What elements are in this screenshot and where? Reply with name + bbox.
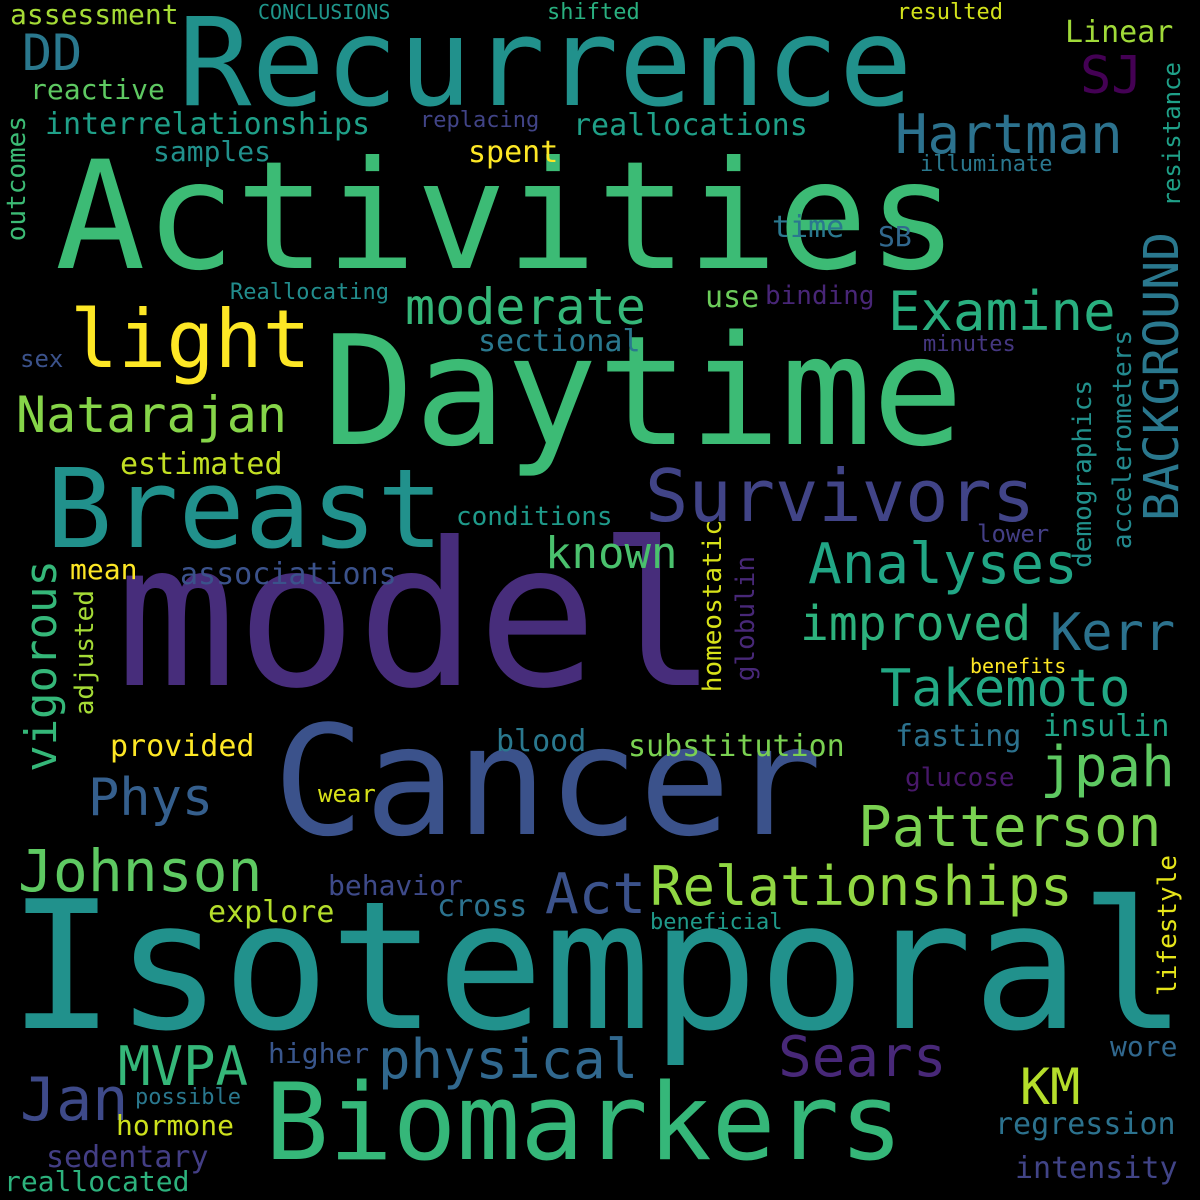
word-relationships: Relationships [650, 855, 1073, 918]
word-linear: Linear [1065, 15, 1174, 50]
word-resulted: resulted [897, 0, 1003, 25]
word-benefits: benefits [970, 654, 1067, 678]
word-associations: associations [180, 557, 397, 592]
word-fasting: fasting [895, 719, 1022, 754]
word-light: light [70, 293, 311, 386]
word-moderate: moderate [405, 278, 646, 336]
word-jan: Jan [20, 1065, 129, 1135]
word-model: model [116, 500, 719, 733]
word-sears: Sears [778, 1025, 947, 1090]
word-spent: spent [468, 135, 559, 170]
word-mean: mean [70, 553, 138, 586]
word-daytime: Daytime [323, 303, 964, 480]
word-patterson: Patterson [858, 795, 1162, 860]
word-illuminate: illuminate [920, 152, 1053, 177]
word-conclusions: CONCLUSIONS [258, 0, 391, 24]
word-reallocations: reallocations [573, 108, 808, 143]
word-conditions: conditions [456, 502, 613, 532]
word-mvpa: MVPA [118, 1035, 249, 1098]
word-adjusted: adjusted [70, 590, 100, 716]
word-outcomes: outcomes [2, 116, 32, 242]
word-demographics: demographics [1068, 380, 1098, 568]
word-improved: improved [800, 596, 1032, 652]
word-glucose: glucose [905, 763, 1015, 793]
word-reallocating: Reallocating [230, 280, 389, 305]
word-substitution: substitution [628, 729, 845, 764]
word-phys: Phys [88, 768, 214, 828]
word-behavior: behavior [328, 869, 463, 902]
word-lower: lower [977, 520, 1050, 548]
word-physical: physical [378, 1028, 639, 1091]
word-accelerometers: accelerometers [1108, 330, 1138, 550]
word-lifestyle: lifestyle [1153, 855, 1183, 996]
word-johnson: Johnson [18, 837, 263, 905]
word-breast: Breast [46, 445, 444, 573]
word-vigorous: vigorous [16, 560, 67, 772]
word-natarajan: Natarajan [16, 386, 287, 444]
word-minutes: minutes [923, 332, 1016, 357]
word-time: time [772, 210, 845, 245]
word-recurrence: Recurrence [178, 0, 913, 134]
word-examine: Examine [888, 280, 1116, 343]
word-takemoto: Takemoto [880, 659, 1131, 719]
word-isotemporal: Isotemporal [8, 863, 1187, 1070]
word-jpah: jpah [1040, 735, 1175, 800]
word-reallocated: reallocated [4, 1165, 190, 1198]
word-use: use [705, 280, 760, 315]
word-homeostatic: homeostatic [698, 520, 728, 693]
word-explore: explore [208, 895, 335, 930]
word-sectional: sectional [478, 324, 641, 359]
word-resistance: resistance [1158, 62, 1186, 207]
word-possible: possible [135, 1085, 241, 1110]
word-survivors: Survivors [645, 454, 1036, 538]
word-samples: samples [153, 135, 272, 168]
word-regression: regression [995, 1107, 1176, 1142]
word-hormone: hormone [116, 1109, 235, 1142]
word-activities: Activities [55, 130, 959, 304]
word-binding: binding [765, 281, 875, 311]
word-reactive: reactive [30, 73, 165, 106]
word-cancer: Cancer [273, 693, 823, 870]
word-sex: sex [20, 345, 64, 373]
word-background: BACKGROUND [1134, 232, 1190, 521]
word-sj: SJ [1080, 46, 1143, 106]
word-cross: cross [437, 889, 528, 924]
word-replacing: replacing [420, 108, 540, 133]
word-higher: higher [268, 1037, 370, 1070]
word-analyses: Analyses [808, 532, 1078, 597]
word-wear: wear [318, 780, 376, 808]
word-shifted: shifted [547, 0, 640, 25]
word-sedentary: sedentary [46, 1140, 209, 1175]
word-biomarkers: Biomarkers [265, 1061, 904, 1184]
word-known: known [545, 528, 678, 579]
word-provided: provided [110, 729, 255, 764]
word-intensity: intensity [1015, 1151, 1178, 1186]
word-interrelationships: interrelationships [45, 107, 371, 142]
word-assessment: assessment [10, 0, 179, 31]
word-dd: DD [22, 24, 83, 82]
word-beneficial: beneficial [650, 910, 783, 935]
word-wore: wore [1110, 1030, 1178, 1063]
word-km: KM [1020, 1058, 1081, 1116]
word-sb: SB [878, 220, 912, 253]
word-kerr: Kerr [1050, 603, 1176, 663]
word-insulin: insulin [1043, 709, 1170, 744]
word-estimated: estimated [120, 447, 283, 482]
word-act: Act [545, 862, 647, 927]
word-hartman: Hartman [895, 103, 1123, 166]
word-blood: blood [496, 724, 587, 759]
word-globulin: globulin [731, 556, 761, 682]
